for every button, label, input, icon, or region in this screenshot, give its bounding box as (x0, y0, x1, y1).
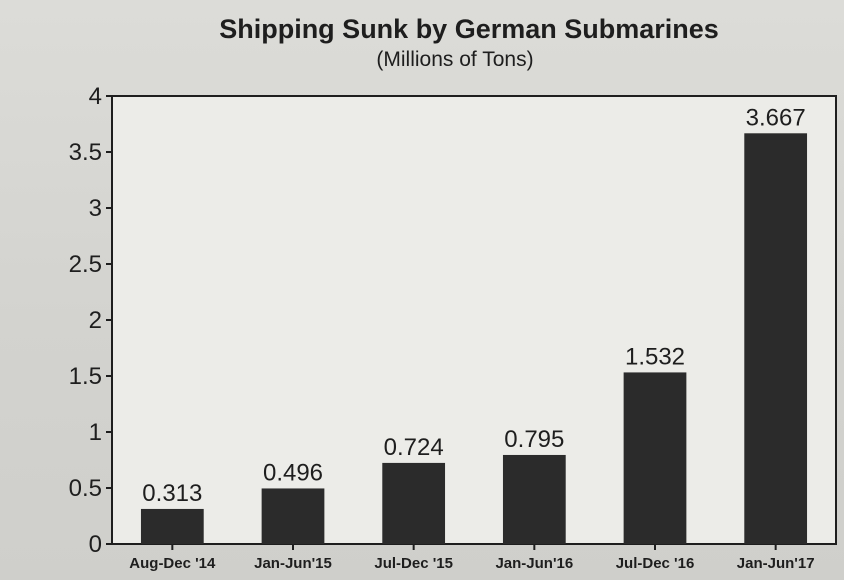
bar-value-label: 1.532 (625, 343, 685, 370)
bar-value-label: 0.313 (142, 480, 202, 507)
y-tick-label: 3 (89, 195, 102, 222)
chart-subtitle: (Millions of Tons) (376, 48, 533, 71)
bar (382, 462, 446, 544)
x-tick-label: Jul-Dec '16 (616, 555, 695, 572)
bar-value-label: 0.795 (504, 426, 564, 453)
x-tick-label: Jul-Dec '15 (374, 555, 453, 572)
y-tick-label: 3.5 (69, 139, 102, 166)
bar (744, 133, 808, 544)
y-tick-label: 0.5 (69, 475, 102, 502)
x-tick-label: Jan-Jun'17 (737, 555, 815, 572)
bar-value-label: 3.667 (746, 104, 806, 131)
y-tick-label: 1 (89, 419, 102, 446)
y-tick-label: 1.5 (69, 363, 102, 390)
bar (261, 488, 325, 544)
y-tick-label: 2 (89, 307, 102, 334)
bar-series: 0.313 0.496 0.724 0.795 1.532 3.667 (140, 104, 808, 544)
y-tick-label: 4 (89, 83, 102, 110)
y-axis: 0 0.5 1 1.5 2 2.5 3 3.5 4 (69, 83, 112, 558)
y-tick-label: 0 (89, 531, 102, 558)
x-tick-label: Jan-Jun'15 (254, 555, 332, 572)
bar-value-label: 0.724 (384, 434, 444, 461)
chart-title: Shipping Sunk by German Submarines (219, 14, 719, 44)
x-tick-label: Aug-Dec '14 (129, 555, 216, 572)
x-axis: Aug-Dec '14 Jan-Jun'15 Jul-Dec '15 Jan-Jun'… (129, 544, 815, 572)
plot-area (111, 95, 837, 545)
bar (502, 454, 566, 544)
bar-value-label: 0.496 (263, 459, 323, 486)
bar (623, 372, 687, 544)
bar (140, 508, 204, 544)
y-tick-label: 2.5 (69, 251, 102, 278)
x-tick-label: Jan-Jun'16 (495, 555, 573, 572)
